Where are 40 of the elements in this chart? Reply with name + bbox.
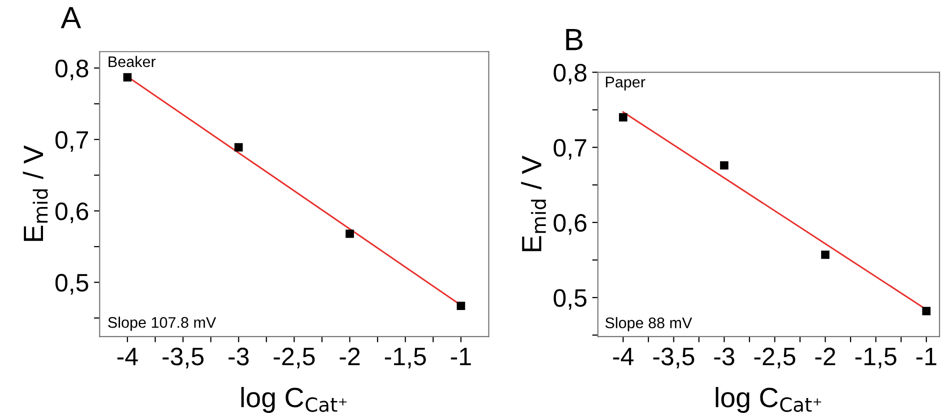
x-tick-label: -3,5 bbox=[653, 348, 694, 368]
point bbox=[456, 302, 466, 310]
point bbox=[123, 73, 132, 82]
x-tick-label: -1,5 bbox=[384, 348, 426, 368]
x-tick-label: -1 bbox=[450, 348, 471, 366]
x-tick-label: -3,5 bbox=[162, 348, 204, 368]
y-axis-title: E$_{mid}$ / V bbox=[521, 156, 546, 252]
x-axis-title: log C$_{Cat⁺}$ bbox=[716, 386, 822, 413]
annotation: Slope 107.8 mV bbox=[108, 316, 216, 331]
point bbox=[821, 250, 830, 259]
point bbox=[346, 230, 354, 238]
x-tick-label: -2,5 bbox=[754, 348, 796, 368]
y-tick-label: 0,5 bbox=[554, 289, 586, 310]
y-tick-label: 0,6 bbox=[55, 202, 88, 224]
x-tick-label: -2,5 bbox=[274, 348, 315, 368]
point bbox=[234, 143, 243, 152]
x-tick-label: -4 bbox=[117, 348, 138, 366]
y-tick-label: 0,7 bbox=[55, 131, 88, 152]
annotation: Slope 88 mV bbox=[605, 317, 692, 332]
point bbox=[720, 161, 728, 170]
x-tick-label: -3 bbox=[228, 348, 249, 366]
point bbox=[922, 306, 931, 316]
y-tick-label: 0,6 bbox=[554, 214, 586, 235]
text: A bbox=[60, 7, 82, 28]
annotation: Paper bbox=[606, 76, 646, 90]
point bbox=[618, 113, 628, 122]
y-tick-label: 0,7 bbox=[554, 138, 586, 160]
annotation: Beaker bbox=[108, 56, 156, 68]
x-tick-label: -1 bbox=[916, 348, 936, 366]
x-tick-label: -2 bbox=[340, 348, 360, 366]
x-tick-label: -3 bbox=[714, 348, 734, 366]
text: B bbox=[566, 29, 582, 50]
x-axis-title: log C$_{Cat⁺}$ bbox=[241, 386, 347, 413]
y-tick-label: 0,5 bbox=[55, 274, 88, 295]
y-tick-label: 0,8 bbox=[554, 64, 586, 85]
y-axis-title: E$_{mid}$ / V bbox=[22, 145, 48, 241]
x-tick-label: -4 bbox=[613, 348, 634, 366]
y-tick-label: 0,8 bbox=[55, 60, 88, 80]
x-tick-label: -1,5 bbox=[855, 348, 896, 368]
x-tick-label: -2 bbox=[815, 348, 836, 366]
